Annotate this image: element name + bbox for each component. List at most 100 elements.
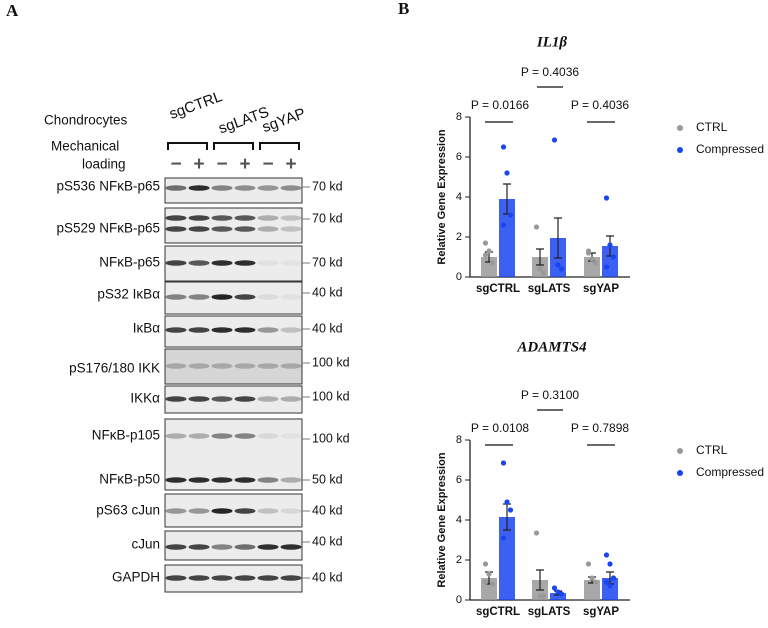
data-point [482,252,489,258]
data-point [489,581,496,587]
x-tick-label: sgYAP [583,283,619,295]
band [234,575,256,581]
band [165,575,187,581]
band [257,433,279,439]
band [165,215,187,221]
band [165,477,187,483]
cell-label: Chondrocytes [44,113,128,128]
size-label: 70 kd [312,211,343,225]
band [188,575,210,581]
loading-sign: + [285,154,296,175]
band [257,327,279,333]
blot-label: GAPDH [112,570,160,585]
data-point [607,583,613,589]
bracket [259,142,300,150]
band [188,363,210,369]
p-value: P = 0.3100 [521,388,579,402]
band [165,260,187,266]
blot [164,281,303,315]
band [234,215,256,221]
loading-sign: − [170,154,181,175]
bar [499,199,515,277]
error-bar [554,217,562,259]
loading-sign: + [239,154,250,175]
band [234,396,256,402]
y-tick-label: 4 [456,514,462,526]
size-label: 50 kd [312,472,343,486]
size-label: 40 kd [312,534,343,548]
data-point [486,248,492,254]
band [280,185,302,191]
chart-title: IL1β [536,34,568,50]
band [165,294,187,300]
data-point [504,499,510,505]
band [188,327,210,333]
data-point [551,137,558,143]
band [280,433,302,439]
bar [550,593,566,600]
band [257,185,279,191]
band [188,544,210,550]
band [211,396,233,402]
data-point [482,240,489,246]
loading-label: loading [82,157,126,172]
band [165,433,187,439]
blot-label: pS529 NFκB-p65 [56,221,160,236]
data-point [540,270,547,276]
loading-sign: + [193,154,204,175]
data-point [489,260,496,266]
p-value: P = 0.0166 [471,98,529,112]
band [188,477,210,483]
band [211,260,233,266]
legend-marker [677,125,683,131]
data-point [558,266,565,272]
data-point [537,266,543,272]
band [211,433,233,439]
legend-label: Compressed [696,465,764,479]
error-bar [536,248,544,266]
blot [164,177,303,204]
data-point [500,535,507,541]
panel-label: B [398,0,409,18]
data-point [592,579,599,585]
loading-label: Mechanical [51,139,119,154]
blot [164,245,303,282]
legend-label: CTRL [696,120,728,134]
band [280,396,302,402]
band [188,215,210,221]
band [257,477,279,483]
data-point [482,561,489,567]
band [211,294,233,300]
band [234,294,256,300]
band [234,433,256,439]
band [211,544,233,550]
blot [164,418,303,491]
legend-marker [677,147,683,153]
band [280,260,302,266]
band [188,226,210,232]
band [257,363,279,369]
band [280,544,302,550]
size-label: 70 kd [312,255,343,269]
band [234,226,256,232]
band [188,185,210,191]
size-label: 40 kd [312,503,343,517]
band [211,215,233,221]
legend-marker [677,470,683,476]
band [257,544,279,550]
band [234,363,256,369]
band [211,575,233,581]
data-point [533,224,540,230]
data-point [610,254,617,260]
band [234,508,256,514]
x-tick-label: sgCTRL [476,283,520,295]
data-point [507,212,514,218]
x-tick-label: sgYAP [583,606,619,618]
bracket [213,142,254,150]
band [234,544,256,550]
band [188,508,210,514]
blot [164,530,303,561]
band [211,226,233,232]
band [188,294,210,300]
